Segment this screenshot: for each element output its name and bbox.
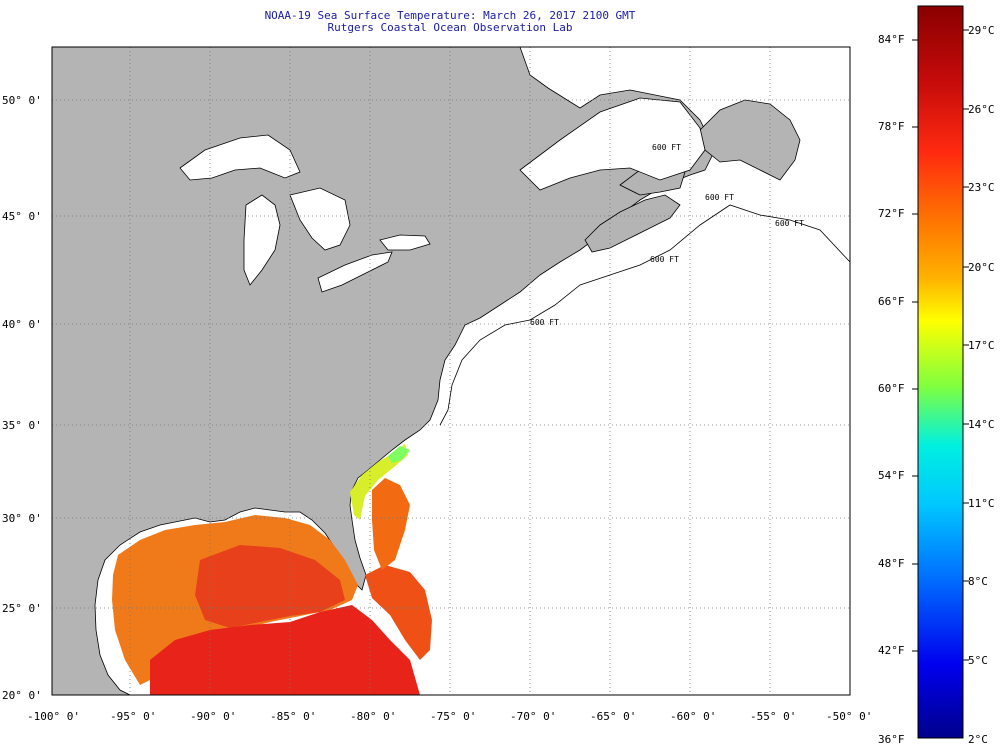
lon-label-75: -75° 0'	[430, 710, 477, 723]
lon-label-55: -55° 0'	[750, 710, 797, 723]
st-lawrence-water	[519, 97, 706, 191]
lake-ontario	[379, 234, 431, 251]
lat-label-50: 50° 0'	[2, 94, 42, 107]
depth-contour-line	[439, 204, 851, 426]
lake-michigan	[243, 194, 281, 286]
lat-label-30: 30° 0'	[2, 512, 42, 525]
depth-contour-label: 600 FT	[705, 193, 734, 202]
lat-label-25: 25° 0'	[2, 602, 42, 615]
lon-label-90: -90° 0'	[190, 710, 237, 723]
colorbar-c-label: 26°C	[968, 103, 995, 116]
colorbar-f-label: 42°F	[878, 644, 905, 657]
lake-erie	[317, 251, 393, 293]
lat-label-20: 20° 0'	[2, 689, 42, 702]
sst-florida-strait	[365, 565, 432, 660]
colorbar-f-label: 72°F	[878, 207, 905, 220]
sst-caribbean	[150, 605, 420, 695]
colorbar-c-label: 2°C	[968, 733, 988, 746]
sst-cool-shelf	[350, 444, 408, 520]
lon-label-50: -50° 0'	[826, 710, 873, 723]
colorbar-c-label: 5°C	[968, 654, 988, 667]
map-title: NOAA-19 Sea Surface Temperature: March 2…	[264, 9, 636, 22]
map-subtitle: Rutgers Coastal Ocean Observation Lab	[327, 21, 573, 34]
colorbar-c-label: 11°C	[968, 497, 995, 510]
colorbar-c-label: 23°C	[968, 181, 995, 194]
lon-label-80: -80° 0'	[350, 710, 397, 723]
lon-label-95: -95° 0'	[110, 710, 157, 723]
map-frame	[51, 46, 851, 696]
colorbar-f-label: 78°F	[878, 120, 905, 133]
colorbar-c-label: 8°C	[968, 575, 988, 588]
depth-contour-label: 600 FT	[775, 219, 804, 228]
lon-label-100: -100° 0'	[27, 710, 80, 723]
colorbar-ticks	[912, 29, 969, 661]
lake-huron	[289, 187, 351, 251]
land-mass	[52, 47, 716, 695]
colorbar-f-label: 84°F	[878, 33, 905, 46]
colorbar-f-label: 48°F	[878, 557, 905, 570]
lat-label-35: 35° 0'	[2, 419, 42, 432]
colorbar-f-label: 66°F	[878, 295, 905, 308]
sst-warm-core	[195, 545, 345, 628]
lat-label-40: 40° 0'	[2, 318, 42, 331]
lon-label-85: -85° 0'	[270, 710, 317, 723]
colorbar-c-label: 14°C	[968, 418, 995, 431]
lon-label-70: -70° 0'	[510, 710, 557, 723]
colorbar-f-label: 54°F	[878, 469, 905, 482]
nova-scotia-land	[584, 194, 681, 253]
gridlines	[52, 47, 850, 695]
colorbar-c-label: 20°C	[968, 261, 995, 274]
sst-cold-shelf	[388, 446, 410, 463]
colorbar-f-label: 36°F	[878, 733, 905, 746]
lon-label-60: -60° 0'	[670, 710, 717, 723]
lon-label-65: -65° 0'	[590, 710, 637, 723]
depth-contour-label: 600 FT	[650, 255, 679, 264]
colorbar-c-label: 29°C	[968, 24, 995, 37]
colorbar-f-label: 60°F	[878, 382, 905, 395]
colorbar	[917, 5, 964, 739]
colorbar-c-label: 17°C	[968, 339, 995, 352]
lake-superior	[179, 134, 301, 181]
depth-contour-label: 600 FT	[530, 318, 559, 327]
lat-label-45: 45° 0'	[2, 210, 42, 223]
sst-gulfstream	[372, 478, 410, 570]
depth-contour-label: 600 FT	[652, 143, 681, 152]
